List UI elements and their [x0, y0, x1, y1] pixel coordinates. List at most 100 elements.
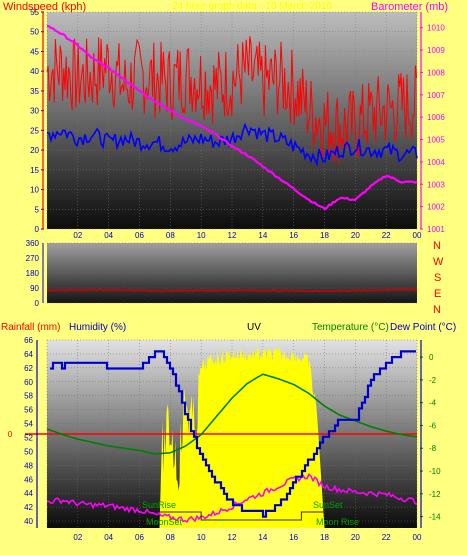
x-tick-label-22: 22 — [382, 231, 391, 240]
barometer-y-tick-label: 1009 — [427, 46, 445, 55]
direction-y-tick-label: 90 — [30, 284, 39, 293]
barometer-y-tick-label: 1006 — [427, 113, 445, 122]
temperature-y-tick-label: -14 — [429, 513, 441, 522]
windspeed-axis-title: Windspeed (kph) — [3, 1, 87, 13]
temperature-y-tick-label: -6 — [429, 421, 437, 430]
x-tick-label-08: 08 — [166, 533, 175, 542]
compass-letter-n-top: N — [433, 240, 441, 252]
humidity-y-tick-label: 62 — [24, 364, 33, 373]
moon-track-line — [159, 511, 325, 521]
x-tick-label-00: 00 — [413, 231, 422, 240]
x-tick-label-20: 20 — [351, 231, 360, 240]
barometer-y-tick-label: 1008 — [427, 68, 445, 77]
wind-y-tick-label: 15 — [30, 166, 39, 175]
direction-plot-area — [47, 243, 417, 303]
sunrise-label: SunRise — [142, 500, 177, 510]
barometer-y-tick-label: 1005 — [427, 136, 445, 145]
x-tick-label-16: 16 — [289, 231, 298, 240]
wind-direction-line — [46, 288, 418, 293]
barometer-line — [46, 24, 418, 211]
wind-y-tick-label: 45 — [30, 47, 39, 56]
sunset-label: SunSet — [313, 500, 343, 510]
x-tick-label-18: 18 — [320, 533, 329, 542]
x-tick-label-20: 20 — [351, 533, 360, 542]
humidity-y-tick-label: 44 — [24, 489, 33, 498]
barometer-y-tick-label: 1010 — [427, 24, 445, 33]
barometer-y-tick-label: 1004 — [427, 158, 445, 167]
humidity-y-tick-label: 64 — [24, 350, 33, 359]
moonset-label: MoonSet — [146, 517, 183, 527]
humidity-y-tick-label: 50 — [24, 447, 33, 456]
humidity-y-tick-label: 46 — [24, 475, 33, 484]
direction-y-tick-label: 0 — [35, 299, 40, 308]
wind-y-tick-label: 0 — [35, 225, 40, 234]
humidity-axis-title: Humidity (%) — [69, 322, 127, 333]
humidity-y-tick-label: 58 — [24, 392, 33, 401]
x-tick-label-04: 04 — [104, 231, 113, 240]
x-tick-label-14: 14 — [258, 231, 267, 240]
x-tick-label-10: 10 — [197, 533, 206, 542]
wind-y-tick-label: 10 — [30, 186, 39, 195]
x-tick-label-00: 00 — [413, 533, 422, 542]
direction-y-tick-label: 180 — [26, 269, 40, 278]
barometer-axis-title: Barometer (mb) — [371, 1, 449, 13]
barometer-y-tick-label: 1002 — [427, 203, 445, 212]
compass-letter-n-bottom: N — [433, 304, 441, 316]
barometer-y-tick-label: 1001 — [427, 225, 445, 234]
humidity-y-tick-label: 52 — [24, 433, 33, 442]
dew-point-axis-title: Dew Point (°C) — [390, 322, 457, 333]
uv-area — [159, 347, 325, 528]
wind-y-tick-label: 50 — [30, 28, 39, 37]
wind-y-tick-label: 55 — [30, 8, 39, 17]
wind-y-tick-label: 40 — [30, 67, 39, 76]
wind-y-tick-label: 5 — [35, 205, 40, 214]
humidity-y-tick-label: 42 — [24, 503, 33, 512]
x-tick-label-04: 04 — [104, 533, 113, 542]
wind-y-tick-label: 30 — [30, 107, 39, 116]
wind-y-tick-label: 20 — [30, 146, 39, 155]
x-tick-label-02: 02 — [73, 231, 82, 240]
humidity-line — [46, 472, 418, 523]
x-tick-label-12: 12 — [228, 533, 237, 542]
compass-letter-e: E — [434, 288, 442, 300]
uv-axis-title: UV — [247, 322, 261, 333]
x-tick-label-02: 02 — [73, 533, 82, 542]
temperature-y-tick-label: -2 — [429, 376, 437, 385]
graph-date-title: 24 hour graph data - 10 March 2010 — [172, 1, 333, 12]
humidity-y-tick-label: 40 — [24, 517, 33, 526]
wind-average-line — [46, 122, 418, 167]
dew-point-line — [50, 350, 416, 518]
temperature-line — [46, 373, 418, 455]
x-tick-label-22: 22 — [382, 533, 391, 542]
x-tick-label-06: 06 — [135, 231, 144, 240]
temperature-y-tick-label: 0 — [429, 353, 434, 362]
x-tick-label-18: 18 — [320, 231, 329, 240]
temperature-y-tick-label: -8 — [429, 444, 437, 453]
humidity-y-tick-label: 60 — [24, 378, 33, 387]
moonrise-label: Moon Rise — [316, 517, 360, 527]
humidity-y-tick-label: 56 — [24, 406, 33, 415]
temperature-axis-title: Temperature (°C) — [312, 322, 389, 333]
barometer-y-tick-label: 1007 — [427, 91, 445, 100]
compass-letter-s: S — [434, 272, 442, 284]
humidity-y-tick-label: 48 — [24, 461, 33, 470]
wind-y-tick-label: 35 — [30, 87, 39, 96]
x-tick-label-14: 14 — [258, 533, 267, 542]
rainfall-axis-title: Rainfall (mm) — [1, 322, 61, 333]
temperature-y-tick-label: -10 — [429, 467, 441, 476]
humidity-y-tick-label: 54 — [24, 420, 33, 429]
x-tick-label-12: 12 — [228, 231, 237, 240]
wind-gust-line — [46, 36, 418, 164]
x-tick-label-08: 08 — [166, 231, 175, 240]
x-tick-label-16: 16 — [289, 533, 298, 542]
humidity-y-tick-label: 66 — [24, 336, 33, 345]
rain-y-tick-label: 0 — [8, 430, 13, 439]
compass-letter-w: W — [433, 256, 444, 268]
temperature-y-tick-label: -4 — [429, 399, 437, 408]
wind-y-tick-label: 25 — [30, 126, 39, 135]
barometer-y-tick-label: 1003 — [427, 180, 445, 189]
x-tick-label-10: 10 — [197, 231, 206, 240]
x-tick-label-06: 06 — [135, 533, 144, 542]
temperature-y-tick-label: -12 — [429, 490, 441, 499]
